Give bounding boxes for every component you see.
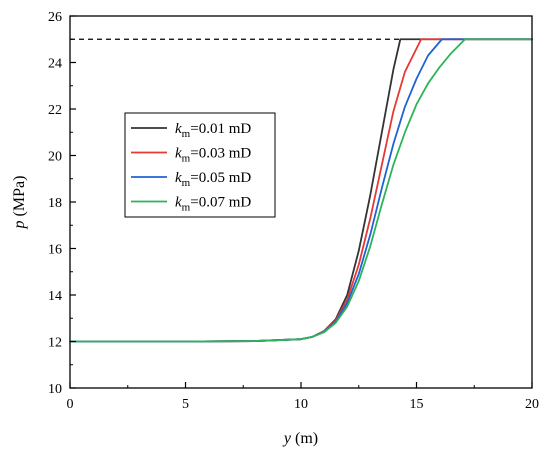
legend-box <box>124 112 276 218</box>
y-tick-label: 20 <box>48 150 62 165</box>
y-tick-label: 16 <box>48 243 62 258</box>
y-tick-label: 10 <box>48 382 62 397</box>
x-tick-label: 20 <box>525 397 539 412</box>
y-axis-title: p (MPa) <box>11 176 28 230</box>
x-tick-label: 15 <box>410 397 424 412</box>
legend-label-1: km=0.01 mD <box>175 121 251 140</box>
y-tick-label: 12 <box>48 336 62 351</box>
y-tick-label: 18 <box>48 196 62 211</box>
x-tick-label: 5 <box>182 397 189 412</box>
y-tick-label: 22 <box>48 103 62 118</box>
y-tick-label: 14 <box>48 289 62 304</box>
y-tick-label: 24 <box>48 57 62 72</box>
x-tick-label: 0 <box>67 397 74 412</box>
legend-label-3: km=0.05 mD <box>175 170 251 189</box>
x-axis-title: y (m) <box>282 430 318 447</box>
x-tick-label: 10 <box>294 397 308 412</box>
series-line-4 <box>69 38 533 343</box>
y-tick-label: 26 <box>48 10 62 25</box>
legend-label-2: km=0.03 mD <box>175 146 251 165</box>
legend-label-4: km=0.07 mD <box>175 195 251 214</box>
